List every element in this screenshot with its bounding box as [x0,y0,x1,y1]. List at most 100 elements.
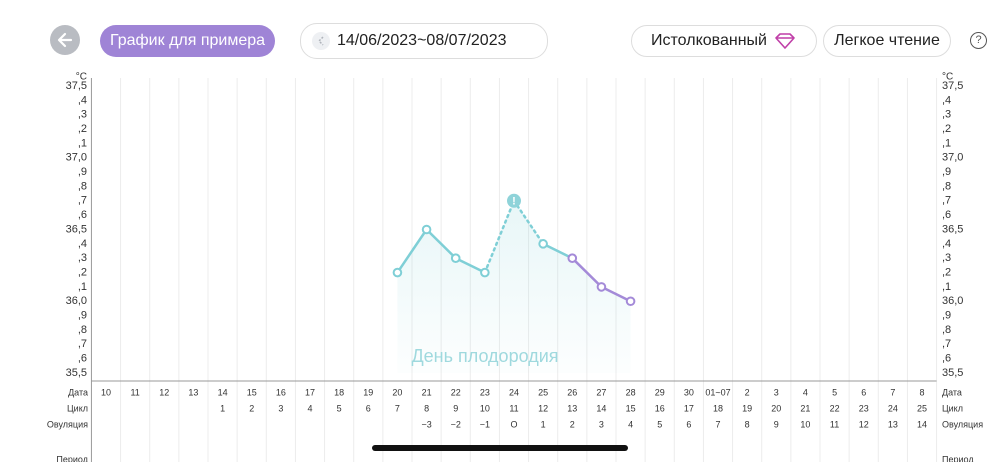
y-tick-label: 37,5 [66,80,87,92]
y-tick-label: ,8 [78,324,87,336]
ovulation-label: 8 [745,419,750,429]
point [567,253,578,264]
y2-tick-label: ,4 [942,94,951,106]
ovulation-label: 6 [686,419,691,429]
date-label: 14 [218,387,228,397]
ovulation-label: 12 [859,419,869,429]
y2-tick-label: ,3 [942,109,951,121]
y2-tick-label: ,2 [942,266,951,278]
flag-label: ! [512,196,516,208]
cycle-label: 21 [800,403,810,413]
date-range[interactable]: 14/06/2023~08/07/2023 [300,23,548,59]
y2-tick-label: ,3 [942,252,951,264]
y-tick-label: ,7 [78,195,87,207]
row-label: Период [942,454,974,462]
y2-tick-label: ,1 [942,281,951,293]
y2-tick-label: ,1 [942,137,951,149]
y-tick-label: ,9 [78,166,87,178]
y-tick-label: ,6 [78,209,87,221]
fertile-label: День плодородия [411,346,558,366]
ovulation-label: O [510,419,517,429]
interpreted-text: Истолкованный [651,32,767,49]
ovulation-label: 10 [800,419,810,429]
line-segment [425,228,457,260]
y-tick-label: ,2 [78,123,87,135]
y2-tick-label: ,9 [942,310,951,322]
ovulation-label: 14 [917,419,927,429]
y-tick-label: ,6 [78,353,87,365]
cycle-label: 3 [278,403,283,413]
point [625,296,636,307]
y-tick-label: ,3 [78,109,87,121]
ovulation-label: 4 [628,419,633,429]
diamond-icon [775,33,795,49]
cycle-label: 10 [480,403,490,413]
date-label: 2 [745,387,750,397]
unit-label: °C [942,72,953,83]
ovulation-label: 9 [774,419,779,429]
interpreted-button[interactable]: Истолкованный [631,25,817,57]
y-tick-label: ,9 [78,310,87,322]
point [480,267,490,278]
ovulation-label: 2 [570,419,575,429]
date-label: 30 [684,387,694,397]
date-label: 22 [451,387,461,397]
y-tick-label: 37,0 [66,152,87,164]
y2-tick-label: ,8 [942,324,951,336]
ovulation-label: 11 [830,419,839,429]
y-tick-label: ,1 [78,281,87,293]
date-label: 11 [130,387,139,397]
y2-tick-label: ,7 [942,338,951,350]
help-button[interactable]: ? [970,32,987,49]
home-indicator [372,445,628,451]
cycle-label: 5 [337,403,342,413]
date-icon [312,32,330,50]
date-label: 3 [774,387,779,397]
ovulation-label: 3 [599,419,604,429]
y-tick-label: ,4 [78,238,87,250]
cycle-label: 1 [220,403,225,413]
back-button[interactable] [50,25,80,55]
example-button[interactable]: График для примера [100,25,275,57]
date-label: 17 [305,387,315,397]
y-tick-label: ,8 [78,180,87,192]
fertile-area [397,200,631,373]
cycle-label: 19 [742,403,752,413]
y2-tick-label: ,7 [942,195,951,207]
row-label: Овуляция [47,419,88,429]
date-label: 10 [101,387,111,397]
cycle-label: 24 [888,403,898,413]
date-label: 5 [832,387,837,397]
date-label: 6 [861,387,866,397]
row-label: Цикл [67,403,88,413]
row-label: Дата [68,387,88,397]
date-label: 27 [596,387,606,397]
date-label: 7 [890,387,895,397]
line-segment [512,199,545,246]
row-label: Овуляция [942,419,983,429]
cycle-label: 16 [655,403,665,413]
y-tick-label: ,2 [78,266,87,278]
line-segment [600,285,632,303]
date-label: 01~07 [705,387,730,397]
date-label: 4 [803,387,808,397]
back-icon [57,32,73,48]
y-tick-label: ,3 [78,252,87,264]
y2-tick-label: ,6 [942,209,951,221]
cycle-label: 4 [307,403,312,413]
row-label: Дата [942,387,962,397]
y2-tick-label: 36,5 [942,223,963,235]
date-label: 28 [626,387,636,397]
date-label: 12 [159,387,169,397]
cycle-label: 12 [538,403,548,413]
line-segment [571,256,603,289]
y2-tick-label: ,9 [942,166,951,178]
easy-read-button[interactable]: Легкое чтение [823,25,951,57]
cycle-label: 7 [395,403,400,413]
line-segment [541,242,574,260]
y2-tick-label: ,2 [942,123,951,135]
date-label: 16 [276,387,286,397]
y-tick-label: 36,5 [66,223,87,235]
line-segment [454,256,487,274]
cycle-label: 6 [366,403,371,413]
